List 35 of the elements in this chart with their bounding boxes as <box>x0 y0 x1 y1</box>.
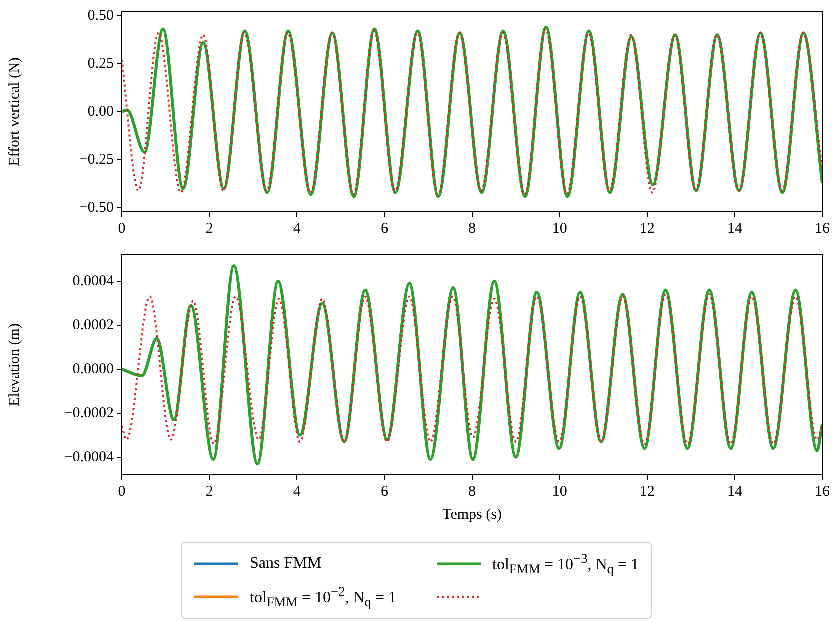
y-axis-title: Effort vertical (N) <box>6 58 23 166</box>
x-tick-label: 6 <box>380 220 389 237</box>
x-tick-label: 4 <box>293 220 302 237</box>
y-tick-label: 0.0000 <box>72 361 114 378</box>
x-tick-label: 14 <box>727 484 743 500</box>
x-tick-label: 2 <box>206 220 214 237</box>
x-tick-label: 12 <box>640 484 655 500</box>
y-tick-label: 0.00 <box>88 104 114 120</box>
legend-label: tol$_{FMM}$ = 10$^{−2}$, N$_{q}$ = 1 <box>250 584 396 610</box>
x-tick-label: 0 <box>118 220 126 237</box>
x-tick-label: 12 <box>640 220 655 237</box>
y-tick-label: 0.0002 <box>72 317 114 334</box>
x-tick-label: 6 <box>380 484 389 500</box>
legend-label: Sans FMM <box>250 555 322 574</box>
x-axis-title: Temps (s) <box>442 506 502 523</box>
y-axis-title: Elevation (m) <box>6 324 23 406</box>
y-tick-label: 0.25 <box>88 56 114 72</box>
x-tick-label: 0 <box>118 484 126 500</box>
x-tick-label: 10 <box>552 220 568 237</box>
y-tick-label: −0.50 <box>79 200 114 216</box>
x-tick-label: 14 <box>727 220 743 237</box>
x-tick-label: 4 <box>293 484 302 500</box>
legend-label: tol$_{FMM}$ = 10$^{−3}$, N$_{q}$ = 1 <box>492 551 639 578</box>
y-tick-label: −0.0002 <box>64 405 114 422</box>
x-tick-label: 16 <box>815 220 830 237</box>
y-tick-label: 0.50 <box>88 8 114 24</box>
x-tick-label: 8 <box>468 220 476 237</box>
y-tick-label: −0.0004 <box>64 449 114 466</box>
x-tick-label: 8 <box>468 484 476 500</box>
line-series <box>122 294 822 446</box>
y-tick-label: 0.0004 <box>72 273 114 290</box>
x-tick-label: 2 <box>206 484 214 500</box>
x-tick-label: 10 <box>552 484 568 500</box>
x-tick-label: 16 <box>815 484 830 500</box>
y-tick-label: −0.25 <box>79 152 114 168</box>
